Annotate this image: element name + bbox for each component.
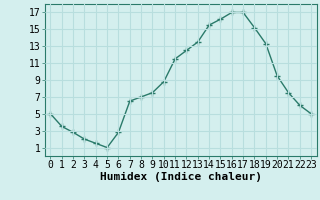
X-axis label: Humidex (Indice chaleur): Humidex (Indice chaleur) [100,172,262,182]
